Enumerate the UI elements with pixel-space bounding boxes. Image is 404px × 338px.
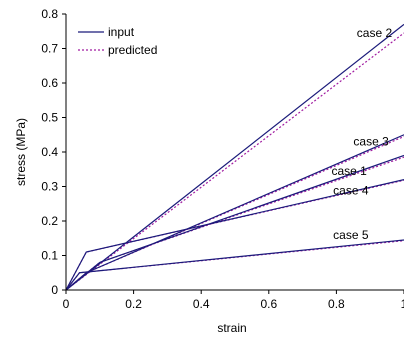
case-5-input-line: [65, 239, 404, 291]
legend: input predicted: [78, 25, 157, 57]
case-2-input-line: [65, 23, 404, 291]
case-2-label: case 2: [357, 26, 393, 40]
case-4-label: case 4: [333, 184, 369, 198]
series-layer: case 2 case 3 case 1 case 4 case 5: [65, 23, 404, 291]
legend-label-predicted: predicted: [108, 43, 157, 57]
case-5-label: case 5: [333, 228, 369, 242]
x-tick-label: 0.4: [193, 297, 210, 311]
y-tick-label: 0.3: [41, 180, 58, 194]
case-1-input-line: [65, 154, 404, 291]
y-tick-label: 0.8: [41, 7, 58, 21]
y-tick-label: 0.4: [41, 145, 58, 159]
case-3-label: case 3: [353, 135, 389, 149]
y-axis-title: stress (MPa): [14, 118, 28, 186]
x-axis-title: strain: [217, 321, 246, 335]
y-tick-label: 0.2: [41, 214, 58, 228]
x-tick-label: 0.8: [328, 297, 345, 311]
legend-label-input: input: [108, 25, 135, 39]
case-5-predicted-line: [65, 240, 404, 291]
case-2-predicted-line: [65, 32, 404, 291]
y-tick-label: 0.1: [41, 249, 58, 263]
y-tick-label: 0: [51, 283, 58, 297]
x-tick-label: 0.6: [260, 297, 277, 311]
case-3-predicted-line: [65, 135, 404, 291]
x-tick-label: 0.2: [125, 297, 142, 311]
y-tick-label: 0.7: [41, 42, 58, 56]
x-tick-label: 0: [63, 297, 70, 311]
y-tick-label: 0.6: [41, 76, 58, 90]
case-1-label: case 1: [331, 164, 367, 178]
case-4-input-line: [65, 179, 404, 291]
x-tick-label: 1: [401, 297, 404, 311]
axes-layer: 0 0.1 0.2 0.3 0.4 0.5 0.6 0.7 0.8 0 0.2 0.4 0.6 0.8 1: [41, 7, 404, 311]
y-tick-label: 0.5: [41, 111, 58, 125]
